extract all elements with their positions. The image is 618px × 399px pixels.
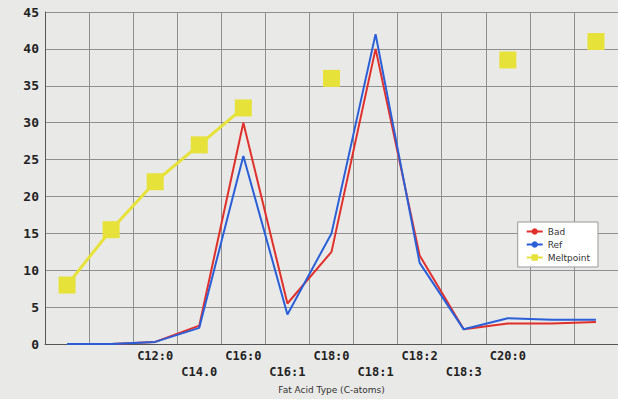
svg-text:Bad: Bad (548, 227, 565, 237)
svg-text:Ref: Ref (548, 240, 563, 250)
svg-text:C20:0: C20:0 (490, 349, 526, 363)
svg-text:C18:1: C18:1 (358, 365, 394, 379)
svg-text:10: 10 (23, 263, 39, 278)
svg-text:C18:2: C18:2 (402, 349, 438, 363)
svg-text:35: 35 (23, 78, 39, 93)
svg-text:C12:0: C12:0 (137, 349, 173, 363)
svg-text:40: 40 (23, 41, 39, 56)
svg-text:20: 20 (23, 189, 39, 204)
svg-text:45: 45 (23, 5, 39, 20)
svg-text:C16:0: C16:0 (225, 349, 261, 363)
svg-text:C18:0: C18:0 (313, 349, 349, 363)
svg-text:5: 5 (31, 300, 39, 315)
svg-text:Meltpoint: Meltpoint (548, 253, 591, 263)
svg-text:Fat Acid Type (C-atoms): Fat Acid Type (C-atoms) (278, 385, 384, 395)
svg-text:C14.0: C14.0 (181, 365, 217, 379)
svg-text:30: 30 (23, 115, 39, 130)
svg-text:25: 25 (23, 152, 39, 167)
svg-text:C18:3: C18:3 (446, 365, 482, 379)
svg-text:0: 0 (31, 337, 39, 352)
svg-text:15: 15 (23, 226, 39, 241)
svg-text:C16:1: C16:1 (269, 365, 305, 379)
